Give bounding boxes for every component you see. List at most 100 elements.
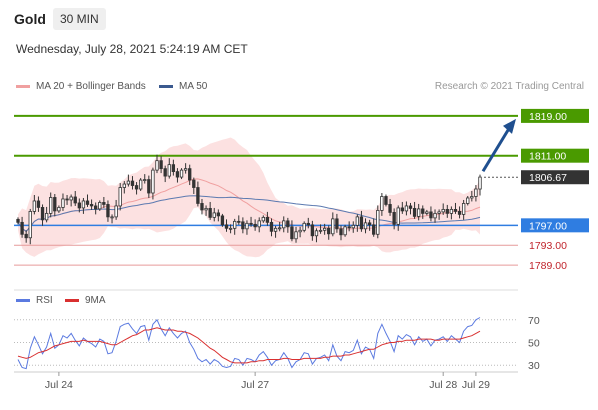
x-tick-label: Jul 27 [241, 379, 269, 391]
candle [49, 192, 53, 218]
candle [77, 198, 81, 213]
candle-body [77, 202, 81, 209]
candle [16, 217, 20, 225]
candle [233, 218, 237, 235]
candle-body [339, 228, 343, 236]
candle [392, 208, 396, 230]
candle-body [445, 209, 449, 214]
candle [36, 196, 41, 212]
timeframe-button[interactable]: 30 MIN [53, 8, 106, 30]
candle-body [204, 208, 208, 211]
candle [294, 226, 298, 243]
candle-body [20, 221, 24, 235]
candle-body [167, 164, 171, 177]
rsi-swatch [16, 299, 30, 302]
candle [69, 194, 73, 207]
candle [114, 199, 118, 220]
candle [130, 176, 135, 190]
candle-body [212, 212, 216, 218]
candle-body [175, 171, 180, 178]
candle-body [273, 227, 278, 232]
candle [53, 193, 57, 217]
candle [347, 221, 351, 232]
candle-body [298, 229, 302, 233]
candle [208, 201, 212, 220]
candle [65, 194, 69, 205]
candle-body [384, 196, 388, 205]
candle [404, 201, 409, 216]
target-arrow-head [503, 118, 516, 134]
candle-body [130, 180, 135, 186]
candle [32, 194, 37, 215]
candle [241, 217, 245, 234]
rsi-ma-swatch [65, 299, 79, 302]
candle-body [380, 196, 384, 211]
candle-body [53, 197, 57, 212]
candle-body [98, 202, 102, 210]
candle [273, 225, 278, 238]
candle-body [412, 208, 417, 217]
candle [126, 174, 131, 187]
ma50-line [17, 195, 481, 233]
candle-body [331, 218, 335, 235]
candle [57, 205, 61, 213]
candle-body [294, 231, 298, 240]
candle-body [171, 164, 176, 173]
candle-body [69, 196, 73, 201]
ma50-label: MA 50 [179, 81, 208, 92]
candle-body [400, 207, 404, 212]
candle-body [224, 224, 229, 229]
candle [470, 191, 474, 202]
candle [461, 199, 466, 220]
x-tick-label: Jul 28 [429, 379, 457, 391]
candle [24, 230, 28, 243]
candle [457, 206, 462, 219]
rsi-tick-70: 70 [528, 315, 540, 327]
candle-body [470, 196, 474, 199]
candle [85, 194, 90, 207]
candle-body [143, 179, 147, 181]
candle [134, 182, 139, 195]
candle-body [110, 216, 114, 219]
candle [94, 202, 98, 215]
candle-body [44, 212, 49, 221]
rsi-tick-50: 50 [528, 338, 540, 350]
candle [220, 213, 225, 227]
timestamp: Wednesday, July 28, 2021 5:24:19 AM CET [16, 42, 248, 56]
candle [228, 224, 233, 234]
candle [282, 216, 286, 233]
candle-body [388, 204, 392, 213]
current-price-tag: 1806.67 [529, 172, 567, 184]
candle [478, 174, 482, 196]
candle [388, 198, 392, 216]
candle [245, 220, 249, 235]
candle-body [290, 226, 294, 240]
candle [102, 196, 106, 208]
candle [372, 218, 376, 237]
candle-body [102, 202, 106, 205]
candle-body [363, 222, 368, 230]
candle [147, 175, 151, 198]
candle [89, 199, 94, 210]
candle [298, 226, 302, 238]
x-tick-label: Jul 29 [462, 379, 490, 391]
candle [286, 217, 290, 233]
candle [106, 200, 110, 222]
candle [474, 185, 478, 202]
candle-body [408, 205, 413, 209]
candle-body [478, 176, 482, 190]
candle-body [220, 215, 225, 226]
candle [122, 181, 126, 194]
candle-body [126, 180, 131, 185]
candle-body [286, 220, 290, 228]
candle-body [179, 169, 184, 178]
candle [61, 193, 65, 211]
candle [257, 217, 261, 233]
candle [192, 177, 196, 194]
chart-header: Gold 30 MIN [0, 0, 598, 40]
candle [445, 204, 449, 218]
candle [380, 193, 384, 216]
candle-body [306, 222, 310, 226]
candle [155, 154, 159, 174]
